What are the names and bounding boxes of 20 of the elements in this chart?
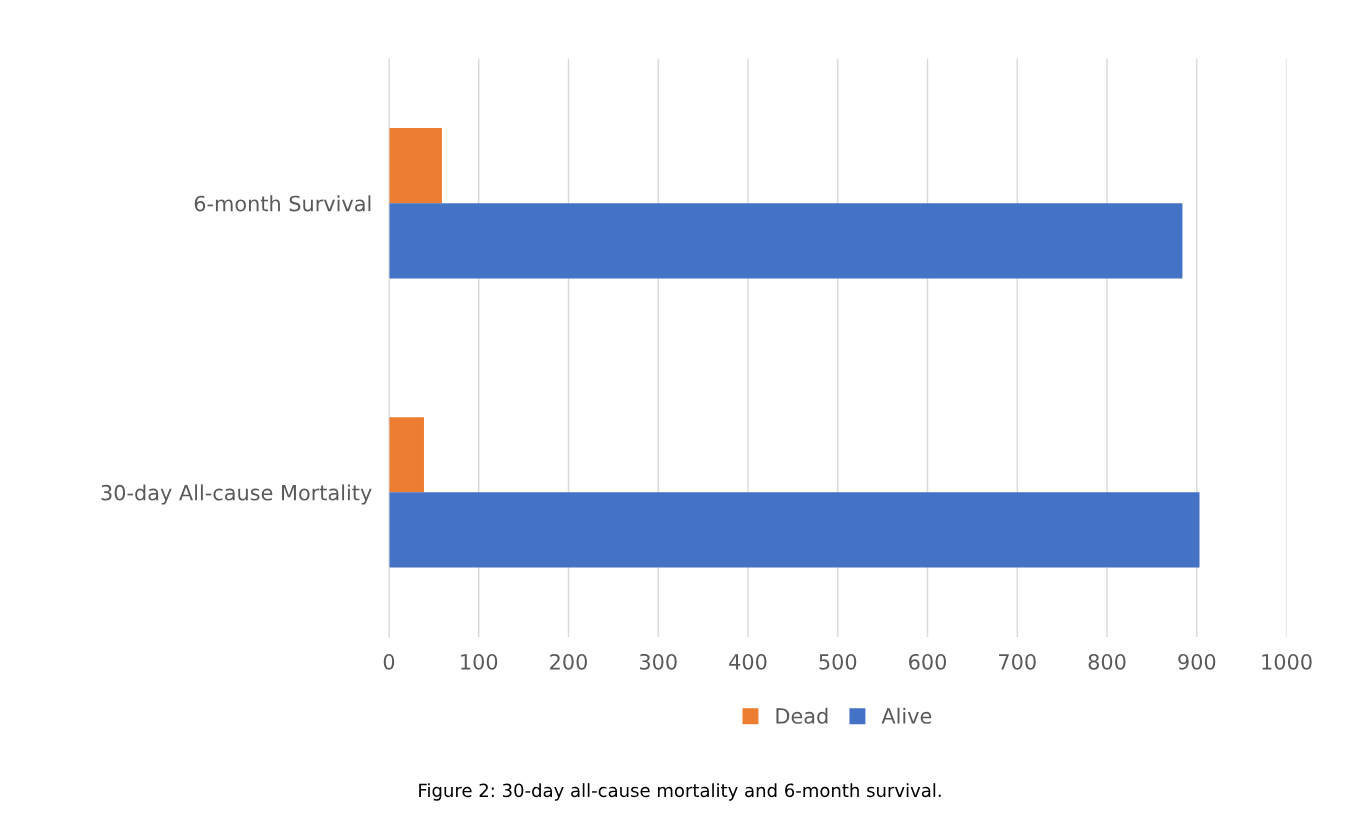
x-tick-label: 900	[1178, 653, 1216, 670]
x-tick-label: 500	[819, 653, 857, 670]
x-tick-label: 1000	[1262, 653, 1312, 670]
x-tick-label: 800	[1088, 653, 1126, 670]
bar	[388, 417, 424, 493]
bar	[388, 128, 442, 204]
legend-label: Dead	[776, 707, 828, 724]
y-tick-label: 6-month Survival	[194, 195, 371, 212]
bar	[388, 203, 1183, 279]
y-tick-label: 30-day All-cause Mortality	[101, 484, 372, 505]
x-tick-label: 100	[461, 653, 498, 670]
x-tick-label: 400	[729, 653, 767, 670]
x-tick-label: 200	[550, 653, 587, 670]
x-tick-label: 300	[639, 653, 677, 670]
bar	[388, 492, 1200, 568]
x-tick-label: 0	[383, 653, 395, 670]
legend-label: Alive	[881, 707, 932, 724]
x-tick-label: 600	[909, 653, 947, 670]
x-tick-label: 700	[999, 653, 1036, 670]
caption: Figure 2: 30-day all-cause mortality and 6-month survival.	[419, 783, 941, 801]
